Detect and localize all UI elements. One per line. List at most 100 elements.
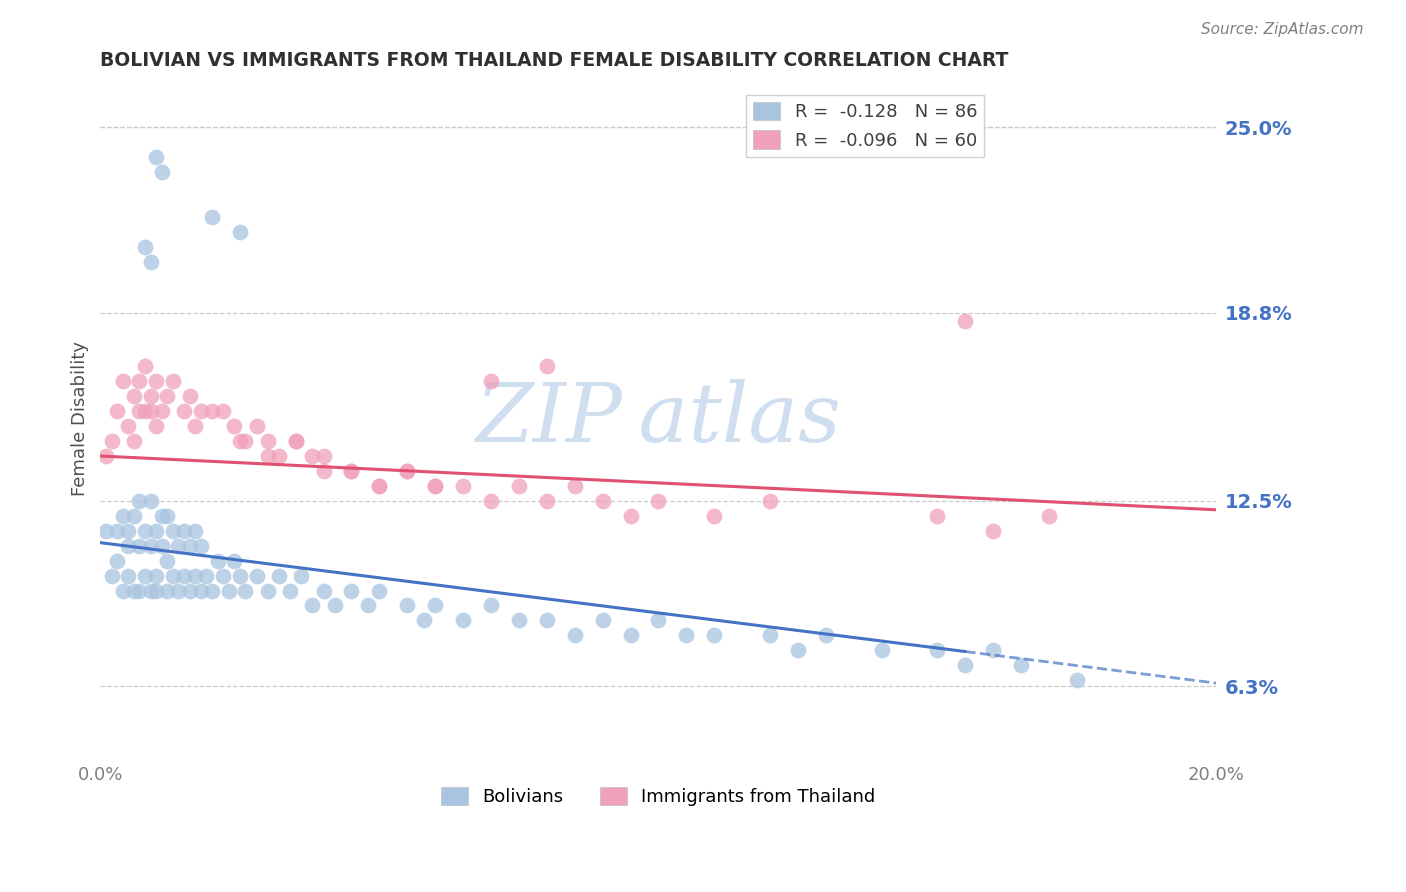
Point — [128, 404, 150, 418]
Point — [396, 464, 419, 478]
Point — [139, 583, 162, 598]
Point — [162, 524, 184, 538]
Point — [235, 583, 257, 598]
Point — [564, 479, 586, 493]
Point — [184, 419, 207, 434]
Point — [156, 508, 179, 523]
Point — [145, 374, 167, 388]
Point — [190, 539, 212, 553]
Point — [312, 464, 335, 478]
Point — [340, 583, 363, 598]
Point — [647, 493, 669, 508]
Point — [162, 568, 184, 582]
Text: ZIP atlas: ZIP atlas — [475, 378, 841, 458]
Point — [451, 479, 474, 493]
Point — [134, 359, 156, 374]
Point — [179, 389, 201, 403]
Point — [425, 599, 447, 613]
Point — [927, 643, 949, 657]
Point — [256, 583, 278, 598]
Point — [201, 404, 224, 418]
Point — [122, 583, 145, 598]
Point — [235, 434, 257, 448]
Point — [111, 583, 134, 598]
Point — [675, 628, 697, 642]
Point — [357, 599, 380, 613]
Point — [145, 583, 167, 598]
Point — [619, 628, 641, 642]
Point — [425, 479, 447, 493]
Point — [139, 404, 162, 418]
Point — [508, 614, 530, 628]
Point — [981, 524, 1004, 538]
Point — [145, 419, 167, 434]
Point — [256, 434, 278, 448]
Point — [284, 434, 307, 448]
Text: Source: ZipAtlas.com: Source: ZipAtlas.com — [1201, 22, 1364, 37]
Point — [100, 434, 122, 448]
Point — [647, 614, 669, 628]
Point — [759, 628, 782, 642]
Point — [179, 539, 201, 553]
Point — [229, 225, 252, 239]
Point — [190, 404, 212, 418]
Point — [368, 479, 391, 493]
Point — [267, 449, 290, 463]
Point — [145, 524, 167, 538]
Point — [179, 583, 201, 598]
Point — [117, 419, 139, 434]
Point — [134, 524, 156, 538]
Point — [246, 568, 269, 582]
Point — [256, 449, 278, 463]
Legend: Bolivians, Immigrants from Thailand: Bolivians, Immigrants from Thailand — [434, 780, 883, 814]
Point — [134, 240, 156, 254]
Point — [224, 553, 246, 567]
Point — [145, 150, 167, 164]
Point — [111, 374, 134, 388]
Point — [870, 643, 893, 657]
Point — [479, 493, 502, 508]
Point — [703, 508, 725, 523]
Point — [201, 583, 224, 598]
Point — [139, 539, 162, 553]
Point — [156, 583, 179, 598]
Point — [167, 539, 190, 553]
Point — [323, 599, 346, 613]
Point — [128, 583, 150, 598]
Point — [413, 614, 436, 628]
Point — [150, 508, 173, 523]
Point — [173, 524, 195, 538]
Point — [122, 434, 145, 448]
Point — [592, 614, 614, 628]
Point — [134, 568, 156, 582]
Point — [128, 374, 150, 388]
Point — [451, 614, 474, 628]
Point — [218, 583, 240, 598]
Point — [229, 568, 252, 582]
Point — [284, 434, 307, 448]
Text: BOLIVIAN VS IMMIGRANTS FROM THAILAND FEMALE DISABILITY CORRELATION CHART: BOLIVIAN VS IMMIGRANTS FROM THAILAND FEM… — [100, 51, 1008, 70]
Point — [479, 374, 502, 388]
Point — [117, 539, 139, 553]
Point — [139, 254, 162, 268]
Point — [128, 539, 150, 553]
Point — [396, 464, 419, 478]
Point — [150, 165, 173, 179]
Point — [167, 583, 190, 598]
Point — [759, 493, 782, 508]
Point — [128, 493, 150, 508]
Point — [312, 449, 335, 463]
Point — [1010, 658, 1032, 673]
Point — [592, 493, 614, 508]
Point — [145, 568, 167, 582]
Point — [267, 568, 290, 582]
Point — [156, 553, 179, 567]
Point — [150, 404, 173, 418]
Point — [212, 568, 235, 582]
Point — [340, 464, 363, 478]
Point — [312, 583, 335, 598]
Point — [981, 643, 1004, 657]
Point — [340, 464, 363, 478]
Point — [396, 599, 419, 613]
Point — [117, 568, 139, 582]
